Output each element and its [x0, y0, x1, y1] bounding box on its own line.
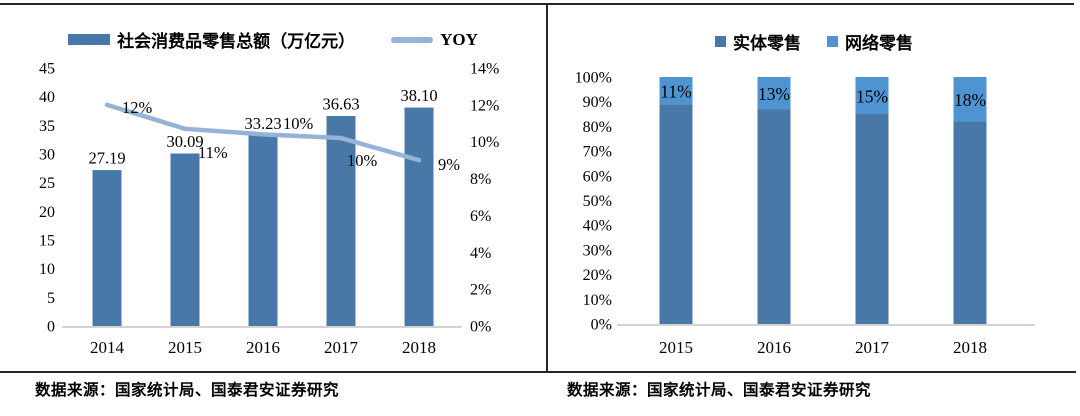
retail-mix-chart: 100% 90% 80% 70% 60% 50% 40% 30% 20% 10% 0% 11% 2015…	[575, 70, 1035, 357]
x-axis-label: 2016	[757, 338, 791, 357]
left-axis-tick: 45	[39, 61, 55, 78]
retail-total-panel: 社会消费品零售总额（万亿元） YOY 45 40 35 30 25 20 15 10 5 0 14%…	[0, 5, 546, 371]
left-axis-tick: 0	[47, 319, 55, 336]
right-axis-tick: 12%	[470, 97, 499, 114]
panel-divider	[546, 4, 548, 372]
x-axis-label: 2015	[168, 338, 202, 357]
legend-label-physical-retail: 实体零售	[733, 34, 801, 53]
bar-value-label: 36.63	[322, 94, 359, 113]
bar-2014	[92, 170, 122, 326]
y-axis-tick: 80%	[583, 119, 612, 136]
left-axis-tick: 35	[39, 118, 55, 135]
physical-retail-swatch	[715, 36, 726, 47]
bottom-rule	[0, 371, 1076, 373]
left-axis-tick: 15	[39, 233, 55, 250]
y-axis-tick: 0%	[591, 317, 612, 334]
y-axis-tick: 10%	[583, 292, 612, 309]
right-axis-tick: 14%	[470, 61, 499, 78]
y-axis-tick: 90%	[583, 94, 612, 111]
bar-value-label: 30.09	[166, 132, 203, 151]
legend-label-retail-total: 社会消费品零售总额（万亿元）	[117, 32, 356, 51]
yoy-point-label: 11%	[198, 143, 228, 162]
x-axis-label: 2014	[90, 338, 125, 357]
x-axis-label: 2018	[402, 338, 436, 357]
right-chart-legend: 实体零售 网络零售	[548, 29, 1080, 54]
x-axis-label: 2017	[855, 338, 890, 357]
right-axis-tick: 2%	[470, 282, 491, 299]
left-axis-tick: 40	[39, 89, 55, 106]
physical-retail-segment-2015	[659, 104, 693, 324]
online-share-label: 18%	[954, 90, 986, 110]
right-axis-tick: 8%	[470, 171, 491, 188]
online-retail-segment-2015	[659, 77, 693, 105]
retail-total-chart: 45403530252015105014%12%10%8%6%4%2%0%27.…	[39, 61, 499, 358]
online-retail-segment-2016	[757, 77, 791, 110]
left-axis-tick: 10	[39, 261, 55, 278]
left-axis-tick: 20	[39, 204, 55, 221]
bar-value-label: 33.23	[244, 114, 281, 133]
physical-retail-segment-2017	[855, 114, 889, 324]
online-share-label: 11%	[660, 82, 691, 102]
bar-2016	[248, 135, 278, 326]
legend-item-yoy: YOY	[391, 30, 478, 50]
yoy-point-label: 10%	[347, 151, 378, 170]
yoy-line	[104, 102, 422, 163]
x-axis-label: 2017	[324, 338, 359, 357]
left-chart-legend: 社会消费品零售总额（万亿元） YOY	[0, 27, 546, 52]
bar-value-label: 38.10	[400, 86, 437, 105]
bar-2017	[326, 115, 356, 326]
y-axis-tick: 60%	[583, 168, 612, 185]
legend-item-online-retail: 网络零售	[827, 29, 913, 54]
x-axis-label: 2016	[246, 338, 280, 357]
left-axis-tick: 5	[47, 290, 55, 307]
y-axis-tick: 40%	[583, 218, 612, 235]
retail-mix-panel: 实体零售 网络零售 100% 90% 80% 70% 60% 50% 40% 30% 20% 10…	[548, 5, 1080, 371]
online-share-label: 13%	[758, 84, 790, 104]
online-retail-segment-2018	[953, 77, 987, 122]
top-rule	[0, 3, 1074, 5]
left-axis-tick: 25	[39, 175, 55, 192]
online-retail-segment-2017	[855, 77, 889, 115]
online-retail-swatch	[827, 36, 838, 47]
legend-label-online-retail: 网络零售	[845, 34, 913, 53]
bar-2015	[170, 153, 200, 326]
yoy-point-label: 10%	[283, 114, 314, 133]
line-series-swatch	[391, 36, 434, 43]
bar-value-label: 27.19	[88, 149, 125, 168]
physical-retail-segment-2016	[757, 109, 791, 324]
x-axis-label: 2015	[659, 338, 693, 357]
legend-label-yoy: YOY	[440, 29, 478, 49]
right-axis-tick: 4%	[470, 245, 491, 262]
y-axis-tick: 30%	[583, 242, 612, 259]
left-source-note: 数据来源：国家统计局、国泰君安证券研究	[35, 382, 340, 399]
bar-series-swatch	[68, 34, 111, 45]
left-axis-tick: 30	[39, 147, 55, 164]
right-axis-tick: 0%	[470, 319, 491, 336]
legend-item-physical-retail: 实体零售	[715, 29, 801, 54]
physical-retail-segment-2018	[953, 121, 987, 325]
yoy-point-label: 9%	[438, 155, 460, 174]
right-axis-tick: 10%	[470, 134, 499, 151]
y-axis-tick: 20%	[583, 267, 612, 284]
y-axis-tick: 100%	[575, 70, 612, 87]
online-share-label: 15%	[856, 87, 888, 107]
yoy-point-label: 12%	[122, 98, 153, 117]
right-axis-tick: 6%	[470, 208, 491, 225]
bar-2018	[404, 107, 434, 326]
y-axis-tick: 70%	[583, 144, 612, 161]
legend-item-retail-total: 社会消费品零售总额（万亿元）	[68, 27, 355, 52]
right-source-note: 数据来源：国家统计局、国泰君安证券研究	[567, 382, 872, 399]
x-axis-label: 2018	[953, 338, 987, 357]
y-axis-tick: 50%	[583, 193, 612, 210]
